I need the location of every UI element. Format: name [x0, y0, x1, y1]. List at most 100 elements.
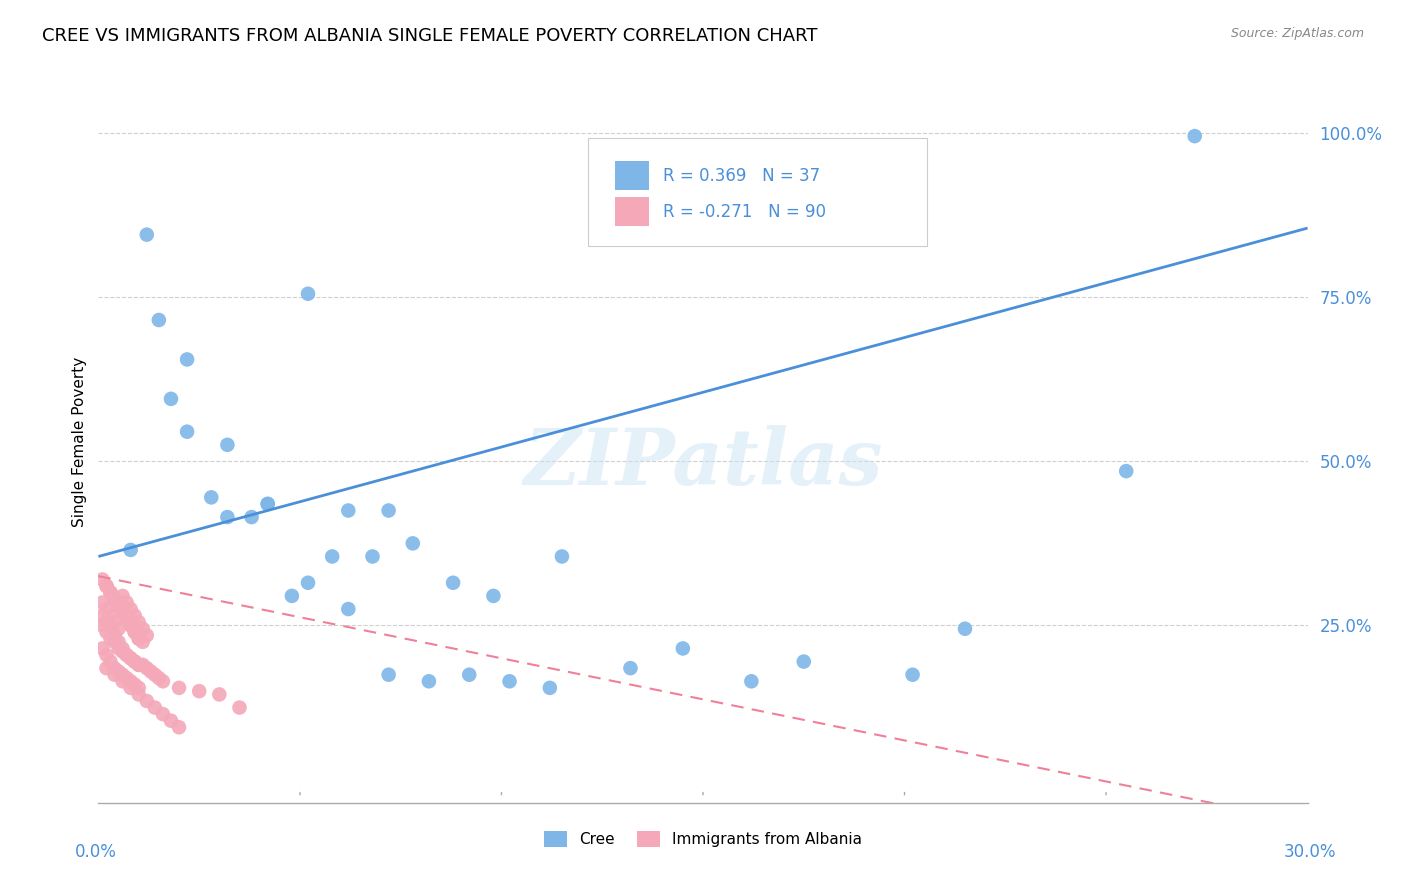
Point	[96, 661, 118, 675]
Point	[128, 657, 150, 672]
Point	[228, 700, 250, 714]
Point	[128, 615, 150, 630]
Point	[100, 632, 122, 646]
Point	[111, 605, 134, 619]
Point	[402, 536, 425, 550]
Point	[672, 641, 695, 656]
Point	[103, 635, 125, 649]
Point	[103, 661, 125, 675]
Point	[124, 677, 146, 691]
Point	[143, 667, 166, 681]
Point	[482, 589, 505, 603]
Point	[619, 661, 641, 675]
Point	[100, 585, 122, 599]
Point	[100, 622, 122, 636]
Point	[538, 681, 561, 695]
Point	[160, 392, 183, 406]
Point	[321, 549, 343, 564]
Point	[441, 575, 464, 590]
Text: R = -0.271   N = 90: R = -0.271 N = 90	[664, 202, 827, 221]
Point	[120, 651, 142, 665]
Point	[91, 573, 114, 587]
Point	[96, 648, 118, 662]
Point	[120, 618, 142, 632]
Point	[100, 655, 122, 669]
FancyBboxPatch shape	[588, 138, 927, 246]
Point	[107, 599, 129, 613]
Point	[103, 592, 125, 607]
Point	[103, 592, 125, 607]
Point	[111, 667, 134, 681]
Point	[111, 674, 134, 689]
Point	[200, 491, 222, 505]
Point	[100, 585, 122, 599]
Point	[148, 313, 170, 327]
Point	[120, 618, 142, 632]
Point	[111, 605, 134, 619]
Point	[132, 657, 155, 672]
Point	[107, 641, 129, 656]
Point	[107, 599, 129, 613]
Point	[96, 602, 118, 616]
Point	[418, 674, 440, 689]
Point	[120, 651, 142, 665]
Point	[377, 503, 399, 517]
Point	[91, 595, 114, 609]
Point	[100, 585, 122, 599]
Point	[953, 622, 976, 636]
Point	[377, 667, 399, 681]
Point	[103, 615, 125, 630]
Point	[120, 681, 142, 695]
Point	[143, 700, 166, 714]
Point	[361, 549, 384, 564]
Point	[152, 707, 174, 722]
Point	[551, 549, 574, 564]
Point	[91, 618, 114, 632]
Point	[124, 608, 146, 623]
Bar	[614, 161, 648, 190]
Point	[115, 648, 138, 662]
Point	[115, 612, 138, 626]
Point	[103, 628, 125, 642]
Point	[132, 635, 155, 649]
Point	[103, 592, 125, 607]
Point	[240, 510, 263, 524]
Point	[103, 667, 125, 681]
Point	[96, 579, 118, 593]
Point	[124, 655, 146, 669]
Point	[208, 687, 231, 701]
Point	[124, 622, 146, 636]
Point	[115, 612, 138, 626]
Point	[107, 622, 129, 636]
Point	[91, 641, 114, 656]
Point	[111, 589, 134, 603]
Point	[281, 589, 304, 603]
Point	[793, 655, 815, 669]
Point	[128, 632, 150, 646]
Point	[337, 503, 360, 517]
Point	[124, 625, 146, 640]
Point	[139, 665, 162, 679]
Point	[256, 497, 278, 511]
Point	[217, 510, 239, 524]
Point	[148, 671, 170, 685]
Point	[167, 720, 190, 734]
Point	[135, 694, 157, 708]
Point	[120, 674, 142, 689]
Point	[120, 615, 142, 630]
Point	[498, 674, 520, 689]
Point	[128, 687, 150, 701]
Text: 30.0%: 30.0%	[1284, 843, 1337, 861]
Point	[107, 599, 129, 613]
Text: 0.0%: 0.0%	[75, 843, 117, 861]
Point	[337, 602, 360, 616]
Point	[135, 227, 157, 242]
Point	[124, 655, 146, 669]
Point	[128, 628, 150, 642]
Point	[135, 628, 157, 642]
Point	[115, 671, 138, 685]
Point	[91, 608, 114, 623]
Point	[188, 684, 211, 698]
Point	[120, 602, 142, 616]
Point	[1115, 464, 1137, 478]
